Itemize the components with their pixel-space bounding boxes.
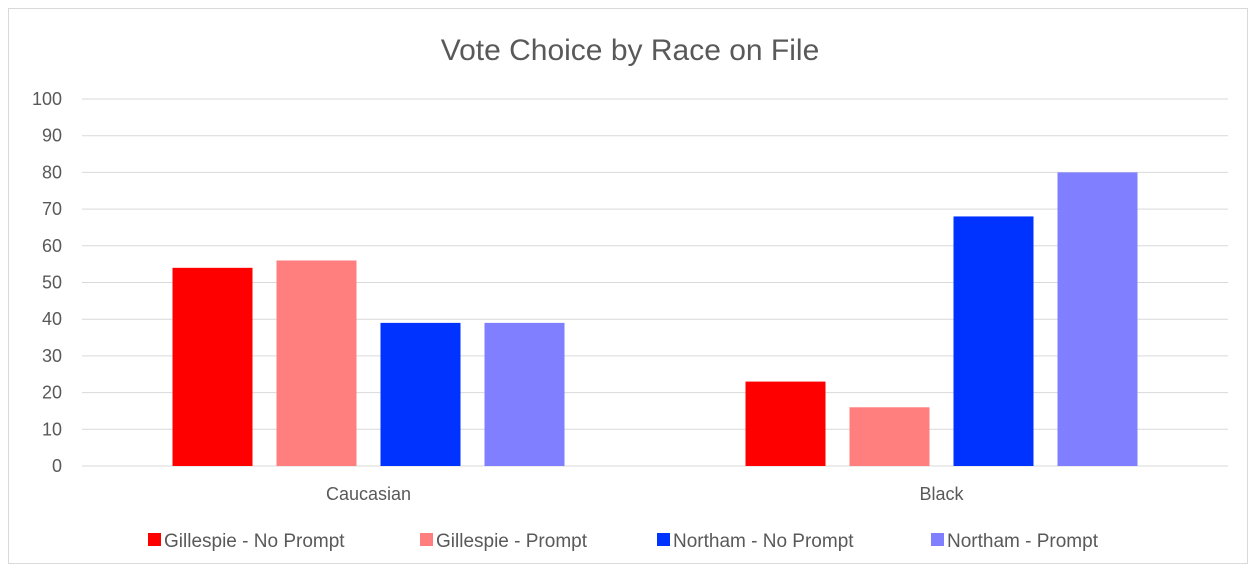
- y-tick-label: 20: [42, 383, 62, 403]
- legend-swatch: [931, 533, 944, 546]
- legend-label: Gillespie - Prompt: [436, 531, 588, 552]
- legend-label: Northam - Prompt: [947, 531, 1099, 552]
- y-tick-label: 60: [42, 236, 62, 256]
- legend-label: Gillespie - No Prompt: [164, 531, 345, 552]
- x-axis-categories: Caucasian Black: [326, 484, 965, 504]
- bar-caucasian-gillespie-no-prompt: [172, 267, 253, 466]
- x-category-label: Black: [919, 484, 964, 504]
- legend-swatch: [657, 533, 670, 546]
- bar-caucasian-northam-no-prompt: [380, 322, 461, 466]
- y-tick-label: 90: [42, 126, 62, 146]
- y-tick-label: 70: [42, 199, 62, 219]
- x-category-label: Caucasian: [326, 484, 411, 504]
- bar-caucasian-gillespie-prompt: [276, 260, 357, 466]
- y-axis-ticks: 0 10 20 30 40 50 60 70 80 90 100: [32, 89, 62, 476]
- y-tick-label: 0: [52, 456, 62, 476]
- y-tick-label: 10: [42, 419, 62, 439]
- bars: [172, 172, 1138, 466]
- legend: Gillespie - No Prompt Gillespie - Prompt N…: [148, 531, 1099, 552]
- legend-label: Northam - No Prompt: [673, 531, 854, 552]
- bar-black-gillespie-no-prompt: [745, 381, 826, 466]
- chart-title: Vote Choice by Race on File: [441, 34, 820, 67]
- gridlines: [82, 98, 1228, 467]
- y-tick-label: 80: [42, 162, 62, 182]
- y-tick-label: 50: [42, 273, 62, 293]
- bar-black-northam-prompt: [1057, 172, 1138, 466]
- legend-swatch: [420, 533, 433, 546]
- y-tick-label: 40: [42, 309, 62, 329]
- y-tick-label: 100: [32, 89, 62, 109]
- legend-swatch: [148, 533, 161, 546]
- bar-black-gillespie-prompt: [849, 407, 930, 466]
- bar-caucasian-northam-prompt: [484, 322, 565, 466]
- bar-black-northam-no-prompt: [953, 216, 1034, 466]
- y-tick-label: 30: [42, 346, 62, 366]
